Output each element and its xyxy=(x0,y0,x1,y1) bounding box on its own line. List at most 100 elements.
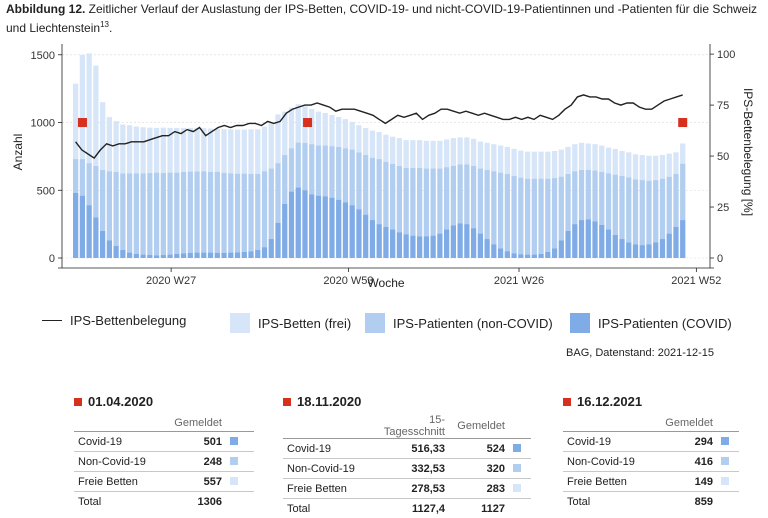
bar-covid xyxy=(444,229,450,258)
bar-covid xyxy=(214,252,220,258)
bar-frei xyxy=(140,127,146,174)
bar-frei xyxy=(605,147,612,174)
x-tick-label: 2020 W27 xyxy=(146,275,196,287)
box-3-row-label: Freie Betten xyxy=(563,471,645,492)
bar-noncovid xyxy=(282,155,288,204)
bar-frei xyxy=(410,140,416,168)
bar-noncovid xyxy=(632,179,639,245)
color-swatch-covid xyxy=(230,436,238,445)
bar-covid xyxy=(160,255,166,258)
bar-covid xyxy=(632,244,639,258)
bar-noncovid xyxy=(437,168,443,234)
box-2-row-avg: 516,33 xyxy=(367,438,449,459)
bar-frei xyxy=(214,128,220,172)
bar-frei xyxy=(680,143,686,164)
bar-frei xyxy=(120,124,126,174)
bar-covid xyxy=(666,233,672,258)
bar-noncovid xyxy=(133,173,139,254)
bar-frei xyxy=(174,127,180,173)
bar-covid xyxy=(113,245,119,258)
bar-frei xyxy=(187,127,193,172)
bar-noncovid xyxy=(605,173,612,230)
bar-frei xyxy=(160,127,166,174)
bar-noncovid xyxy=(356,152,362,210)
bar-covid xyxy=(497,248,504,258)
bar-noncovid xyxy=(255,174,261,250)
x-tick-label: 2020 W53 xyxy=(323,275,373,287)
bar-noncovid xyxy=(180,171,187,254)
bar-frei xyxy=(444,139,450,168)
table-row-total: Total 1127,4 1127 xyxy=(283,499,531,518)
bar-frei xyxy=(207,128,214,172)
bar-frei xyxy=(470,138,477,166)
x-tick-label: 2021 W52 xyxy=(671,275,721,287)
bar-covid xyxy=(524,254,531,258)
bar-frei xyxy=(437,140,443,169)
bar-frei xyxy=(295,104,301,143)
bar-covid xyxy=(383,226,389,258)
bar-frei xyxy=(464,137,470,165)
box-2-row-avg: 332,53 xyxy=(367,458,449,479)
bar-covid xyxy=(626,242,632,258)
bar-noncovid xyxy=(140,173,146,255)
bar-noncovid xyxy=(477,168,483,234)
box-2-col-header-reported: Gemeldet xyxy=(449,414,509,439)
table-row: Non-Covid-19 416 xyxy=(563,451,739,472)
bar-frei xyxy=(342,119,349,149)
color-swatch-frei xyxy=(230,476,238,485)
bar-noncovid xyxy=(511,176,517,254)
bar-covid xyxy=(417,236,423,258)
bar-covid xyxy=(457,223,463,258)
y2-tick-label: 0 xyxy=(717,253,723,265)
bar-frei xyxy=(390,136,396,164)
bar-frei xyxy=(376,132,382,160)
caption-prefix: Abbildung 12. xyxy=(6,2,86,16)
bar-frei xyxy=(369,130,376,158)
bar-frei xyxy=(585,143,591,170)
bar-noncovid xyxy=(619,176,625,240)
bar-noncovid xyxy=(167,172,173,255)
bar-noncovid xyxy=(160,173,166,256)
bar-noncovid xyxy=(147,173,153,256)
bar-noncovid xyxy=(403,167,409,235)
bar-frei xyxy=(673,152,679,174)
bar-frei xyxy=(329,115,335,147)
color-swatch-frei xyxy=(513,483,521,492)
bar-covid xyxy=(646,244,652,258)
bar-covid xyxy=(464,224,470,258)
bar-covid xyxy=(572,224,578,258)
bar-covid xyxy=(79,195,86,258)
legend-swatch-noncovid xyxy=(365,313,385,333)
color-swatch-noncovid xyxy=(721,456,729,465)
bar-noncovid xyxy=(497,172,504,249)
bar-covid xyxy=(73,192,79,258)
bar-noncovid xyxy=(518,177,524,255)
bar-noncovid xyxy=(120,173,126,250)
bar-covid xyxy=(228,252,234,258)
bar-frei xyxy=(113,121,119,172)
bar-noncovid xyxy=(457,164,463,224)
legend-label-covid: IPS-Patienten (COVID) xyxy=(598,315,732,331)
box-2-row-label: Covid-19 xyxy=(283,438,367,459)
bar-frei xyxy=(403,140,409,168)
bar-covid xyxy=(680,220,686,258)
bar-frei xyxy=(646,155,652,181)
bar-noncovid xyxy=(295,142,301,188)
box-1-row-value: 501 xyxy=(154,431,226,452)
bar-covid xyxy=(207,252,214,258)
y2-tick-label: 50 xyxy=(717,151,729,163)
bar-frei xyxy=(565,146,571,174)
legend-swatch-frei xyxy=(230,313,250,333)
bar-frei xyxy=(261,126,268,172)
bar-covid xyxy=(592,221,598,258)
bar-covid xyxy=(261,247,268,258)
bar-covid xyxy=(659,239,666,258)
bar-frei xyxy=(639,155,645,181)
bar-frei xyxy=(417,140,423,168)
bar-frei xyxy=(268,122,274,169)
color-swatch-noncovid xyxy=(230,456,238,465)
bar-noncovid xyxy=(106,171,112,241)
bar-frei xyxy=(356,125,362,153)
legend-label-frei: IPS-Betten (frei) xyxy=(258,315,352,331)
bar-noncovid xyxy=(504,174,510,252)
